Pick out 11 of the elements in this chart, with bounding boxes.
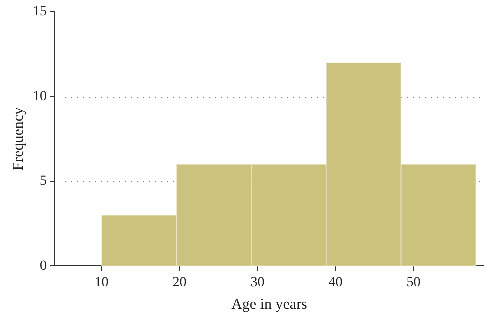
x-tick-label: 50 [406, 275, 421, 290]
y-tick-label: 15 [33, 4, 47, 20]
x-tick-label: 10 [94, 275, 109, 290]
y-tick-label: 10 [33, 89, 47, 104]
y-tick-label: 5 [40, 174, 47, 190]
x-tick-label: 30 [250, 275, 265, 290]
y-axis-title: Frequency [10, 106, 27, 171]
x-tick-label: 40 [328, 275, 343, 290]
x-axis-title: Age in years [232, 296, 308, 313]
x-tick-label: 20 [172, 275, 187, 290]
y-tick-label: 0 [40, 258, 47, 274]
